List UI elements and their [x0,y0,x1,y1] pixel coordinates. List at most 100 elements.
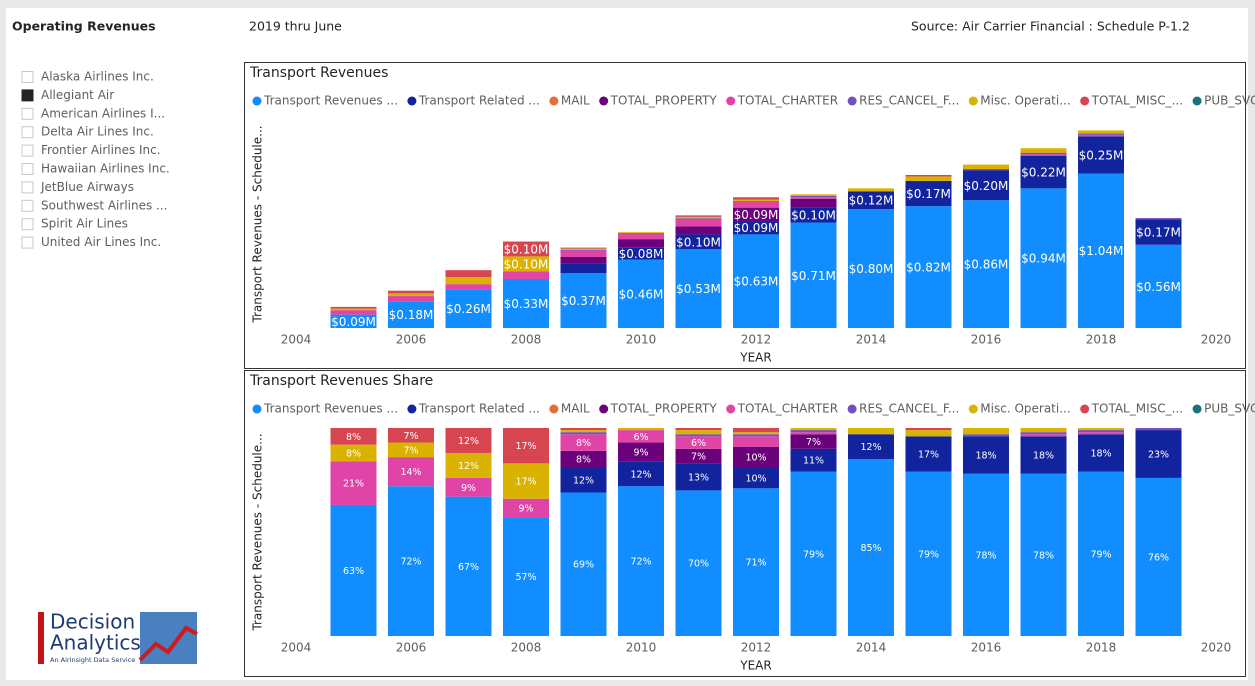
data-label: $0.56M [1136,280,1181,294]
slicer-checkbox[interactable] [21,163,34,175]
x-tick-label: 2010 [626,641,657,655]
bar-segment [675,490,722,636]
bar-segment [445,477,492,497]
bar-segment [503,278,549,328]
bar-segment [445,452,492,478]
bar-segment [1078,133,1124,135]
bar-segment [905,180,952,207]
bar-segment [790,471,837,636]
legend-marker [847,404,857,414]
slicer-checkbox[interactable] [21,144,34,157]
bar-segment [618,259,664,328]
data-label: 12% [458,461,479,472]
x-tick-label: 2018 [1086,333,1117,347]
bar-segment [848,428,894,435]
bar-segment [675,234,722,250]
data-label: 57% [515,572,536,583]
data-label: 12% [458,436,479,447]
bar-segment [675,463,722,491]
data-label: 11% [803,456,824,467]
slicer-item[interactable]: Allegiant Air [41,88,114,102]
bar-segment [503,241,549,257]
bar-segment [848,191,894,210]
slicer-item[interactable]: JetBlue Airways [40,180,134,194]
data-label: $0.22M [1021,166,1066,180]
bar-segment [733,428,779,433]
legend-label: TOTAL_CHARTER [737,94,838,108]
slicer-checkbox[interactable] [21,89,34,102]
bar-segment [618,233,664,240]
data-label: 9% [633,447,648,458]
bar-segment [618,461,664,487]
bar-segment [445,496,492,636]
bar-segment [1020,188,1067,328]
slicer-checkbox[interactable] [21,126,34,139]
legend-label: Transport Related ... [418,94,540,108]
data-label: 69% [573,560,594,571]
x-tick-label: 2004 [281,333,312,347]
slicer-checkbox[interactable] [21,218,34,231]
bar-segment [503,463,549,499]
logo-bar [38,612,44,664]
bar-segment [445,428,492,453]
slicer-checkbox[interactable] [21,236,34,249]
legend-label: MAIL [561,94,590,108]
x-tick-label: 2012 [741,641,772,655]
data-label: 7% [403,431,418,442]
period: 2019 thru June [249,19,342,34]
slicer-item[interactable]: United Air Lines Inc. [41,235,161,249]
legend-marker [847,96,857,106]
bar-segment [1078,432,1124,435]
data-label: 13% [688,472,709,483]
slicer-item[interactable]: Alaska Airlines Inc. [41,70,154,84]
bar-segment [675,249,722,328]
bar-segment [790,222,837,328]
x-tick-label: 2014 [856,333,887,347]
legend-label: MAIL [561,402,590,416]
legend-label: TOTAL_PROPERTY [610,402,718,416]
bar-segment [1020,154,1067,156]
data-label: 78% [1033,550,1054,561]
bar-segment [963,170,1009,201]
legend-marker [407,404,417,414]
slicer-item[interactable]: Southwest Airlines ... [41,198,168,212]
data-label: $0.10M [676,235,721,249]
x-tick-label: 2016 [971,333,1002,347]
data-label: 12% [573,476,594,487]
data-label: 85% [860,543,881,554]
bar-segment [1135,477,1182,636]
x-axis-label: YEAR [739,659,771,673]
data-label: 18% [1090,448,1111,459]
bar-segment [733,446,779,468]
legend-marker [252,96,262,106]
data-label: 7% [806,437,821,448]
data-label: $0.80M [849,262,894,276]
bar-segment [848,188,894,192]
legend-marker [549,96,559,106]
slicer-item[interactable]: Spirit Air Lines [41,217,128,231]
bar-segment [1078,134,1124,137]
bar-segment [618,486,664,636]
data-label: 76% [1148,552,1169,563]
slicer-checkbox[interactable] [21,107,34,120]
bar-segment [1078,173,1124,328]
legend-marker [1080,404,1090,414]
data-label: 72% [400,557,421,568]
data-label: $0.53M [676,282,721,296]
bar-segment [733,201,779,208]
bar-segment [733,436,779,447]
chart-title: Transport Revenues Share [249,373,433,389]
slicer-checkbox[interactable] [21,199,34,212]
data-label: 17% [515,441,536,452]
data-label: $0.12M [849,194,894,208]
bar-segment [733,434,779,437]
slicer-checkbox[interactable] [21,181,34,194]
bar-segment [675,448,722,464]
slicer-item[interactable]: Delta Air Lines Inc. [41,125,154,139]
slicer-item[interactable]: American Airlines I... [41,106,165,120]
x-tick-label: 2016 [971,641,1002,655]
bar-segment [675,428,722,431]
slicer-checkbox[interactable] [21,71,34,83]
slicer-item[interactable]: Hawaiian Airlines Inc. [41,162,170,176]
slicer-item[interactable]: Frontier Airlines Inc. [41,143,161,157]
